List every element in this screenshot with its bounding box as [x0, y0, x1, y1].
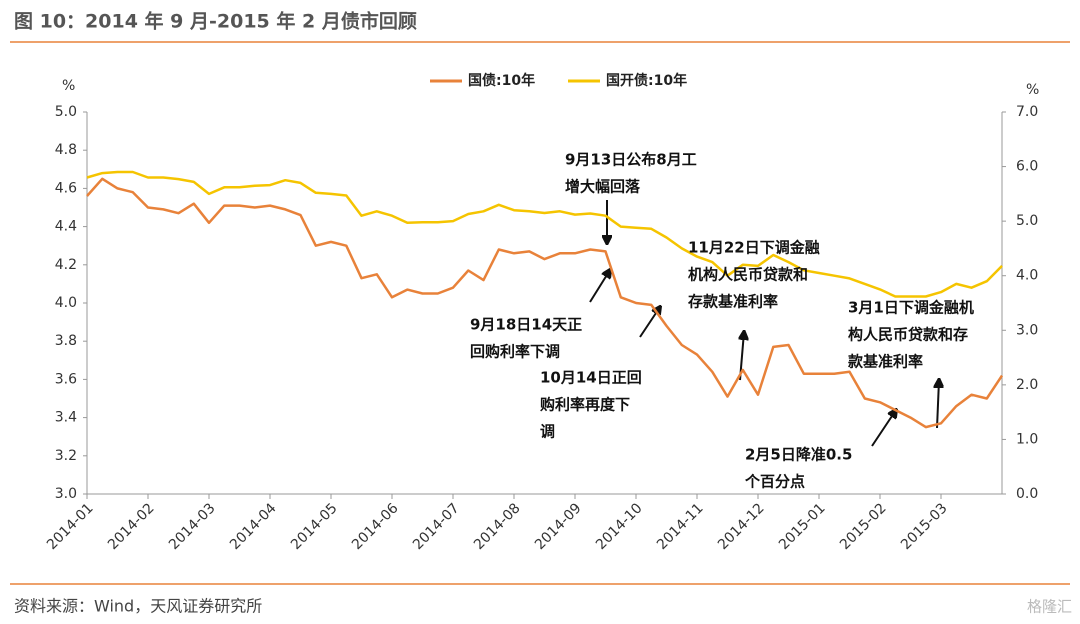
- y-tick-label: 3.0: [55, 486, 77, 502]
- annotation: 9月13日公布8月工: [565, 151, 697, 169]
- y2-tick-label: 6.0: [1016, 159, 1038, 175]
- x-tick-label: 2014-08: [471, 500, 524, 553]
- y2-tick-label: 1.0: [1016, 431, 1038, 447]
- y2-tick-label: 5.0: [1016, 213, 1038, 229]
- source: 资料来源：Wind，天风证券研究所: [14, 597, 262, 616]
- chart-title: 图 10：2014 年 9 月-2015 年 2 月债市回顾: [14, 10, 417, 33]
- legend-label: 国债:10年: [468, 72, 535, 89]
- y2-tick-label: 3.0: [1016, 322, 1038, 338]
- x-tick-label: 2014-10: [593, 500, 646, 553]
- x-tick-label: 2014-06: [349, 500, 402, 553]
- y-tick-label: 4.6: [55, 180, 77, 196]
- y-tick-label: 4.2: [55, 257, 77, 273]
- annotation: 存款基准利率: [688, 293, 778, 311]
- y-tick-label: 5.0: [55, 104, 77, 120]
- x-tick-label: 2015-03: [898, 500, 951, 553]
- annotation: 个百分点: [744, 473, 805, 491]
- x-tick-label: 2014-03: [166, 500, 219, 553]
- legend-label: 国开债:10年: [606, 72, 687, 89]
- x-tick-label: 2014-02: [105, 500, 158, 553]
- y2-tick-label: 0.0: [1016, 486, 1038, 502]
- annotation: 机构人民币贷款和: [688, 266, 808, 284]
- x-tick-label: 2015-01: [776, 500, 829, 553]
- y-tick-label: 3.4: [55, 410, 77, 426]
- annotation-arrows: [589, 200, 939, 447]
- x-tick-label: 2014-01: [44, 500, 97, 553]
- annotation: 3月1日下调金融机: [848, 299, 974, 317]
- series-line: [86, 177, 1004, 429]
- series-line: [86, 170, 1003, 298]
- x-tick-label: 2014-09: [532, 500, 585, 553]
- y2-tick-label: 4.0: [1016, 268, 1038, 284]
- annotation: 9月18日14天正: [470, 316, 582, 334]
- y-axis-label: %: [62, 78, 75, 94]
- annotation: 回购利率下调: [470, 343, 560, 361]
- annotation: 调: [540, 423, 555, 441]
- annotation: 11月22日下调金融: [688, 239, 820, 257]
- y2-axis-label: %: [1026, 82, 1039, 98]
- y2-tick-label: 7.0: [1016, 104, 1038, 120]
- y-tick-label: 3.2: [55, 448, 77, 464]
- x-tick-label: 2014-11: [654, 500, 707, 553]
- y-tick-label: 3.8: [55, 333, 77, 349]
- x-tick-label: 2015-02: [837, 500, 890, 553]
- annotation: 购利率再度下: [540, 396, 630, 414]
- x-tick-label: 2014-05: [288, 500, 341, 553]
- y-tick-label: 4.4: [55, 219, 77, 235]
- watermark: 格隆汇: [1027, 598, 1072, 616]
- annotation: 10月14日正回: [540, 369, 642, 387]
- x-tick-label: 2014-04: [227, 500, 280, 553]
- annotation: 款基准利率: [848, 353, 923, 371]
- y-tick-label: 4.0: [55, 295, 77, 311]
- x-tick-label: 2014-07: [410, 500, 463, 553]
- annotation: 构人民币贷款和存: [848, 326, 968, 344]
- x-tick-label: 2014-12: [715, 500, 768, 553]
- y-tick-label: 3.6: [55, 371, 77, 387]
- y-tick-label: 4.8: [55, 142, 77, 158]
- y2-tick-label: 2.0: [1016, 377, 1038, 393]
- annotation: 增大幅回落: [565, 178, 641, 196]
- annotation: 2月5日降准0.5: [745, 446, 852, 464]
